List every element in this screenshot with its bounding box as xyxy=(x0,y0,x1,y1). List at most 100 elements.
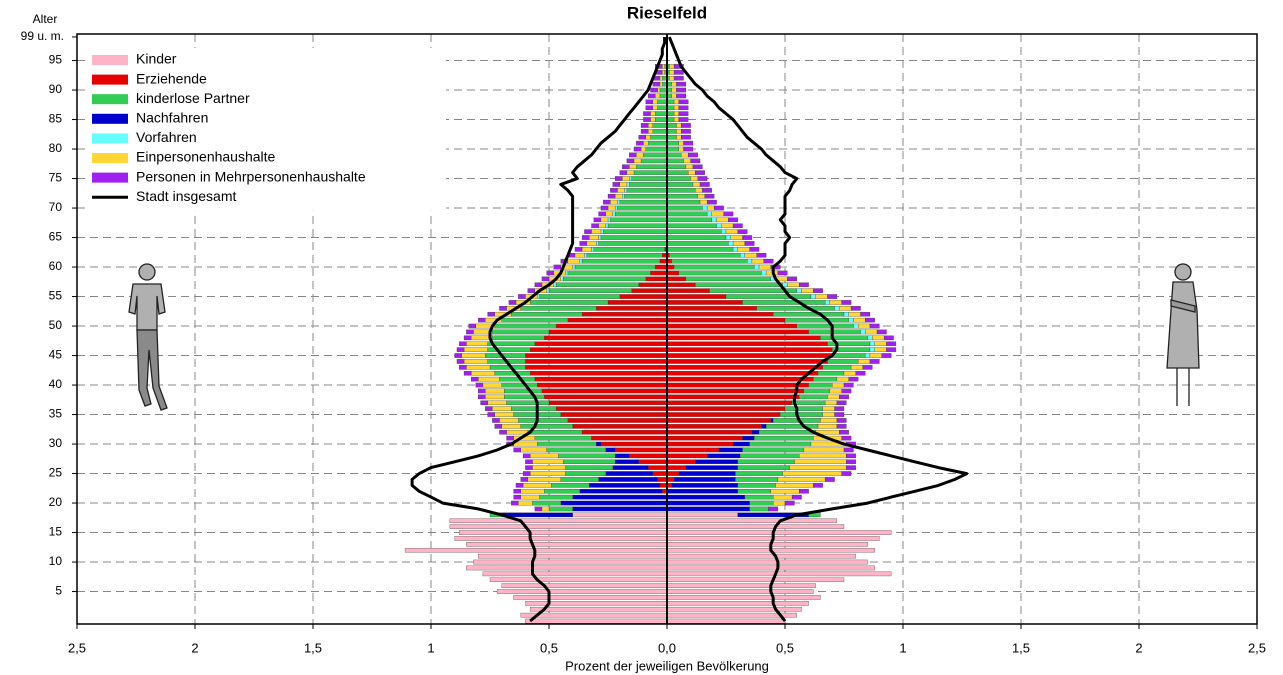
bar-segment xyxy=(673,117,679,122)
bar-segment xyxy=(820,335,868,341)
bar-segment xyxy=(614,211,668,217)
bar-segment xyxy=(537,294,540,299)
bar-segment xyxy=(834,306,840,311)
bar-segment xyxy=(666,99,675,105)
bar-segment xyxy=(511,500,519,506)
bar-segment xyxy=(520,306,597,311)
bar-segment xyxy=(617,188,625,193)
bar-segment xyxy=(666,311,774,317)
bar-segment xyxy=(572,512,668,518)
bar-segment xyxy=(666,412,781,417)
bar-segment xyxy=(777,270,788,276)
bar-segment xyxy=(742,447,805,453)
bar-segment xyxy=(848,317,854,323)
bar-segment xyxy=(631,176,668,181)
bar-segment xyxy=(494,323,557,329)
bar-segment xyxy=(614,447,668,453)
bar-segment xyxy=(692,182,701,187)
bar-segment xyxy=(808,382,833,388)
bar-segment xyxy=(846,459,856,465)
bar-segment xyxy=(728,241,734,246)
bar-segment xyxy=(782,471,842,476)
bar-segment xyxy=(773,500,786,506)
bar-segment xyxy=(522,483,552,488)
bar-segment xyxy=(659,81,663,87)
bar-segment xyxy=(619,294,668,299)
bar-segment xyxy=(501,317,569,323)
bar-segment xyxy=(716,223,722,229)
bar-segment xyxy=(525,465,533,470)
bar-segment xyxy=(560,500,668,506)
bar-segment xyxy=(466,542,668,547)
bar-segment xyxy=(461,353,486,358)
bar-segment xyxy=(636,140,644,146)
bar-segment xyxy=(666,441,734,447)
bar-segment xyxy=(666,606,802,612)
bar-segment xyxy=(815,294,828,299)
bar-segment xyxy=(572,506,668,512)
bar-segment xyxy=(730,235,743,240)
bar-segment xyxy=(666,199,701,205)
bar-segment xyxy=(662,70,665,75)
bar-segment xyxy=(666,288,710,293)
bar-segment xyxy=(475,382,484,388)
bar-segment xyxy=(640,123,649,128)
bar-segment xyxy=(683,140,694,146)
bar-segment xyxy=(827,359,859,364)
bar-segment xyxy=(645,146,668,152)
bar-segment xyxy=(532,459,564,465)
bar-segment xyxy=(619,170,628,175)
bar-segment xyxy=(666,164,687,170)
bar-segment xyxy=(706,199,717,205)
y-tick-label: 25 xyxy=(49,466,63,480)
bar-segment xyxy=(600,235,668,240)
bar-segment xyxy=(869,347,875,352)
bar-segment xyxy=(737,459,795,465)
x-tick-label: 1,5 xyxy=(1012,640,1030,655)
bar-segment xyxy=(619,182,628,187)
y-tick-label: 15 xyxy=(49,525,63,539)
bar-segment xyxy=(872,335,885,341)
bar-segment xyxy=(676,129,682,134)
y-tick-label: 60 xyxy=(49,259,63,273)
bar-segment xyxy=(678,111,689,116)
legend-label: Nachfahren xyxy=(136,110,208,126)
bar-segment xyxy=(749,500,774,506)
bar-segment xyxy=(685,164,694,170)
bar-segment xyxy=(643,152,668,158)
bar-segment xyxy=(546,270,554,276)
bar-segment xyxy=(527,288,535,293)
bar-segment xyxy=(563,459,616,465)
bar-segment xyxy=(761,270,767,276)
bar-segment xyxy=(858,359,871,364)
bar-segment xyxy=(652,123,668,128)
bar-segment xyxy=(697,193,705,199)
bar-segment xyxy=(572,264,576,270)
bar-segment xyxy=(688,152,698,158)
bar-segment xyxy=(565,270,569,276)
bar-segment xyxy=(489,365,526,370)
bar-segment xyxy=(666,235,727,240)
bar-segment xyxy=(544,335,668,341)
bar-segment xyxy=(607,217,611,223)
bar-segment xyxy=(862,365,873,370)
woman-icon xyxy=(1166,263,1200,406)
bar-segment xyxy=(673,70,684,75)
bar-segment xyxy=(501,583,668,588)
bar-segment xyxy=(657,477,668,482)
bar-segment xyxy=(454,353,462,358)
bar-segment xyxy=(881,353,892,358)
bar-segment xyxy=(659,75,663,81)
bar-segment xyxy=(478,553,668,559)
bar-segment xyxy=(695,459,738,465)
bar-segment xyxy=(848,311,861,317)
bar-segment xyxy=(614,193,623,199)
bar-segment xyxy=(841,471,852,476)
bar-segment xyxy=(869,359,880,364)
bar-segment xyxy=(520,494,540,500)
bar-segment xyxy=(666,170,689,175)
bar-segment xyxy=(666,488,738,494)
y-tick-label: 80 xyxy=(49,141,63,155)
bar-segment xyxy=(673,111,679,116)
bar-segment xyxy=(468,323,476,329)
